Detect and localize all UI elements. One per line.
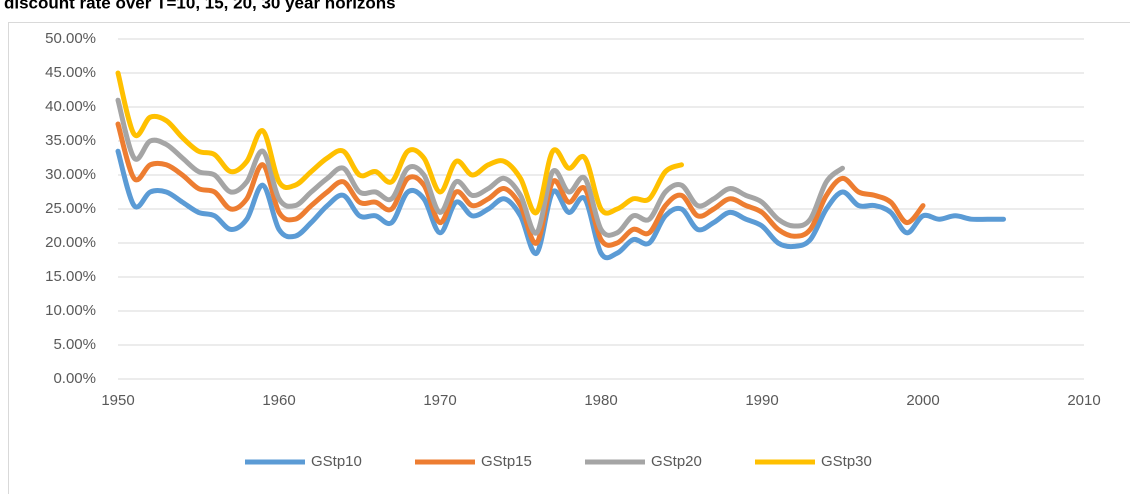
chart-area [8,22,1130,494]
y-tick-label: 0.00% [53,370,96,387]
y-tick-label: 30.00% [45,166,96,183]
x-tick-label: 1980 [584,392,617,409]
y-tick-label: 45.00% [45,64,96,81]
y-tick-label: 20.00% [45,234,96,251]
legend-label: GStp20 [651,453,702,470]
legend-label: GStp15 [481,453,532,470]
y-tick-label: 10.00% [45,302,96,319]
y-tick-label: 50.00% [45,30,96,47]
legend-label: GStp10 [311,453,362,470]
line-series [115,70,684,216]
y-tick-label: 5.00% [53,336,96,353]
x-tick-label: 2010 [1067,392,1100,409]
x-tick-label: 1950 [101,392,134,409]
legend-label: GStp30 [821,453,872,470]
x-tick-label: 1990 [745,392,778,409]
x-tick-label: 1960 [262,392,295,409]
x-tick-label: 1970 [423,392,456,409]
y-tick-label: 40.00% [45,98,96,115]
line-series [115,148,1006,261]
y-tick-label: 35.00% [45,132,96,149]
y-tick-label: 25.00% [45,200,96,217]
line-series [115,97,845,238]
line-series [115,121,926,248]
y-tick-label: 15.00% [45,268,96,285]
x-tick-label: 2000 [906,392,939,409]
chart-title: discount rate over T=10, 15, 20, 30 year… [4,0,396,12]
